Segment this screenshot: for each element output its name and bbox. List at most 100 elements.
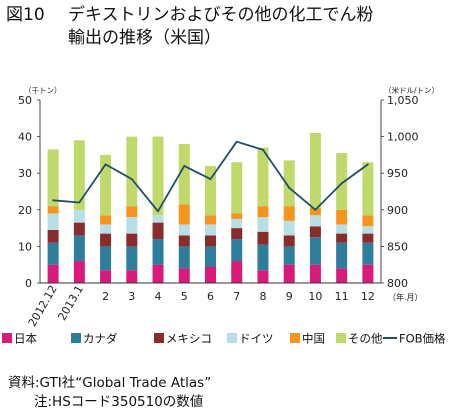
fob-price-point xyxy=(52,199,55,202)
x-tick-label: 12 xyxy=(361,290,375,303)
x-tick-label: 7 xyxy=(233,290,240,303)
x-tick-label: 3 xyxy=(128,290,135,303)
fob-price-point xyxy=(104,163,107,166)
x-axis-unit-label: （年.月） xyxy=(388,292,423,302)
bar-segment-6 xyxy=(126,136,138,207)
x-tick-label: 11 xyxy=(335,290,349,303)
x-tick-label: 10 xyxy=(308,290,322,303)
bar-segment-6 xyxy=(362,162,374,216)
source-note: 資料:GTI社“Global Trade Atlas” xyxy=(8,375,212,391)
fob-price-point xyxy=(78,201,81,204)
bar-segment-3 xyxy=(283,235,295,247)
bar-segment-4 xyxy=(205,224,216,236)
bar-segment-5 xyxy=(126,206,138,218)
bar-segment-5 xyxy=(205,215,216,225)
bar-segment-1 xyxy=(100,270,112,283)
bar-segment-2 xyxy=(362,242,374,265)
bar-segment-3 xyxy=(231,228,243,240)
bar-segment-4 xyxy=(100,224,112,234)
legend-swatch-1 xyxy=(2,333,12,343)
bar-segment-5 xyxy=(362,215,374,227)
x-tick-label: 6 xyxy=(207,290,214,303)
legend-label-3: メキシコ xyxy=(166,332,212,346)
legend-label-2: カナダ xyxy=(83,332,118,346)
x-tick-label: 4 xyxy=(155,290,162,303)
bar-segment-5 xyxy=(100,215,112,225)
y-right-tick-label: 950 xyxy=(387,167,408,180)
bar-segment-4 xyxy=(47,213,59,230)
y-left-unit-label: （千トン） xyxy=(24,85,62,95)
y-left-tick-label: 40 xyxy=(18,131,32,144)
fob-price-point xyxy=(130,178,133,180)
bar-segment-2 xyxy=(73,235,85,262)
bar-segment-4 xyxy=(73,209,85,223)
legend-swatch-6 xyxy=(336,333,346,343)
bar-segment-4 xyxy=(152,215,164,223)
y-left-tick-label: 0 xyxy=(25,277,32,290)
bar-segment-5 xyxy=(231,213,243,219)
bar-segment-3 xyxy=(100,233,112,247)
bar-segment-6 xyxy=(205,165,216,216)
legend-swatch-4 xyxy=(227,333,237,343)
fob-price-point xyxy=(183,164,186,167)
y-right-tick-label: 850 xyxy=(387,240,408,253)
bar-segment-2 xyxy=(309,237,321,265)
bar-segment-6 xyxy=(73,140,85,210)
legend-label-1: 日本 xyxy=(14,332,37,346)
bar-segment-1 xyxy=(257,270,269,283)
fob-price-point xyxy=(288,186,291,189)
fob-price-point xyxy=(235,140,238,143)
bar-segment-6 xyxy=(231,162,243,214)
bar-segment-1 xyxy=(231,261,243,283)
bar-segment-4 xyxy=(231,218,243,229)
bar-segment-3 xyxy=(152,222,164,240)
title-line-1: デキストリンおよびその他の化工でん粉 xyxy=(68,5,374,25)
bar-segment-1 xyxy=(336,268,348,283)
bar-segment-6 xyxy=(283,160,295,207)
y-right-tick-label: 1,050 xyxy=(387,94,419,107)
bar-segment-5 xyxy=(309,207,321,216)
legend-label-fob: FOB価格 xyxy=(399,332,446,346)
chart-title: 図10 デキストリンおよびその他の化工でん粉 輸出の推移（米国） xyxy=(6,4,446,50)
bar-segment-1 xyxy=(73,261,85,283)
bar-segment-2 xyxy=(205,246,216,267)
fob-price-point xyxy=(366,163,369,166)
bar-segment-3 xyxy=(73,222,85,236)
bar-segment-6 xyxy=(100,154,112,216)
chart-notes: 資料:GTI社“Global Trade Atlas” 注:HSコード35051… xyxy=(8,374,211,412)
bar-segment-2 xyxy=(231,239,243,262)
y-left-tick-label: 30 xyxy=(18,167,32,180)
bar-segment-6 xyxy=(152,136,164,216)
y-left-tick-label: 10 xyxy=(18,240,32,253)
bar-segment-4 xyxy=(178,224,190,236)
legend-label-4: ドイツ xyxy=(239,332,274,346)
bar-segment-3 xyxy=(178,235,190,247)
bar-segment-1 xyxy=(47,264,59,283)
bar-segment-2 xyxy=(178,246,190,269)
bar-segment-2 xyxy=(152,239,164,265)
legend-swatch-3 xyxy=(154,333,164,343)
bar-segment-2 xyxy=(336,242,348,269)
y-right-tick-label: 900 xyxy=(387,204,408,217)
bar-segment-1 xyxy=(152,264,164,283)
bar-segment-5 xyxy=(336,209,348,225)
bar-segment-6 xyxy=(336,153,348,210)
legend-swatch-2 xyxy=(71,333,81,343)
y-left-tick-label: 50 xyxy=(18,94,32,107)
bar-segment-2 xyxy=(126,246,138,271)
bar-segment-1 xyxy=(362,264,374,283)
fob-price-point xyxy=(209,178,212,180)
x-tick-label: 2 xyxy=(102,290,109,303)
bar-segment-2 xyxy=(100,246,112,271)
bar-segment-5 xyxy=(283,206,295,221)
bar-segment-3 xyxy=(126,233,138,247)
hs-code-note: 注:HSコード350510の数値 xyxy=(34,394,204,410)
bar-segment-1 xyxy=(178,268,190,283)
y-right-tick-label: 1,000 xyxy=(387,131,419,144)
bar-segment-2 xyxy=(47,242,59,265)
bar-segment-2 xyxy=(257,244,269,271)
bar-segment-5 xyxy=(178,204,190,225)
y-right-tick-label: 800 xyxy=(387,277,408,290)
bar-segment-1 xyxy=(205,266,216,283)
